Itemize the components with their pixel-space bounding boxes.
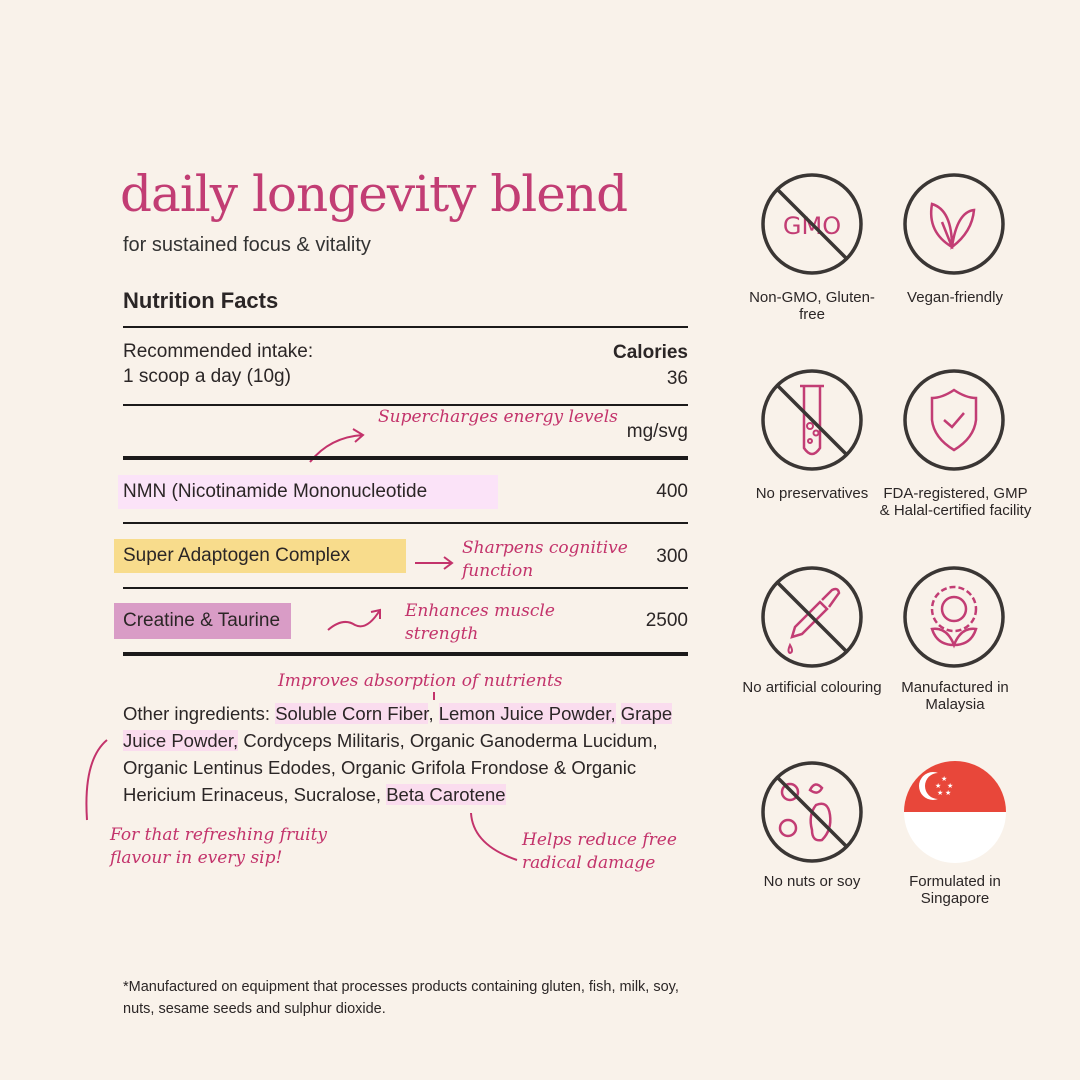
singapore-flag-icon: ★★ ★★ ★ [904, 761, 1006, 863]
ingredient-adaptogen: Super Adaptogen Complex [114, 539, 406, 573]
footnote: *Manufactured on equipment that processe… [123, 979, 679, 1017]
svg-text:★: ★ [947, 782, 953, 790]
no-test-tube-icon [761, 369, 863, 471]
ingredient-creatine: Creatine & Taurine [114, 603, 291, 639]
value-creatine: 2500 [645, 610, 688, 631]
tick-mark [433, 692, 435, 700]
divider [123, 326, 688, 328]
subtitle: for sustained focus & vitality [123, 234, 371, 256]
badge-label: Non-GMO, Gluten-free [749, 289, 875, 323]
note-radical: Helps reduce free radical damage [522, 830, 677, 873]
shield-check-icon [903, 369, 1005, 471]
value-nmn: 400 [656, 481, 688, 502]
separator: , [428, 703, 439, 724]
divider [123, 404, 688, 406]
no-dropper-icon [761, 566, 863, 668]
page-title: daily longevity blend [120, 165, 628, 223]
divider [123, 522, 688, 524]
ingredients-text: Cordyceps Militaris, Organic Ganoderma L… [123, 730, 658, 805]
highlight-lemon: Lemon Juice Powder, [438, 703, 616, 724]
svg-text:★: ★ [945, 789, 951, 797]
divider [123, 456, 688, 460]
calories-label: Calories [613, 342, 688, 363]
note-cognitive: Sharpens cognitive function [462, 538, 628, 581]
svg-text:★: ★ [941, 775, 947, 783]
ingredient-nmn: NMN (Nicotinamide Mononucleotide [118, 475, 498, 509]
intake-label: Recommended intake: [123, 341, 314, 362]
note-fruity: For that refreshing fruity flavour in ev… [110, 825, 328, 868]
gear-plant-icon [903, 566, 1005, 668]
intake-value: 1 scoop a day (10g) [123, 366, 291, 387]
leaf-icon [903, 173, 1005, 275]
svg-text:★: ★ [937, 789, 943, 797]
highlight-corn-fiber: Soluble Corn Fiber [275, 703, 429, 724]
other-ingredients: Other ingredients: Soluble Corn Fiber, L… [123, 700, 693, 808]
badge-label: Vegan-friendly [907, 289, 1003, 306]
nutrition-facts-heading: Nutrition Facts [123, 288, 279, 313]
highlight-beta-carotene: Beta Carotene [386, 784, 506, 805]
note-energy: Supercharges energy levels [378, 407, 618, 427]
badge-label: Manufactured in Malaysia [901, 679, 1009, 713]
curve-line-icon [85, 739, 108, 821]
no-nuts-icon [761, 761, 863, 863]
no-gmo-icon: GMO [761, 173, 863, 275]
divider [123, 587, 688, 589]
badge-label: FDA-registered, GMP & Halal-certified fa… [879, 485, 1032, 519]
value-adaptogen: 300 [656, 546, 688, 567]
badge-label: No artificial colouring [742, 679, 882, 696]
divider [123, 652, 688, 656]
arrow-icon [415, 556, 454, 570]
unit-label: mg/svg [626, 421, 688, 442]
ingredients-label: Other ingredients: [123, 703, 271, 724]
curve-line-icon [470, 812, 518, 861]
note-absorption: Improves absorption of nutrients [278, 671, 563, 691]
badge-label: No nuts or soy [763, 873, 861, 890]
badge-label: Formulated in Singapore [909, 873, 1001, 907]
badge-label: No preservatives [755, 485, 869, 502]
note-muscle: Enhances muscle strength [405, 601, 555, 644]
svg-text:★: ★ [935, 782, 941, 790]
arrow-icon [327, 608, 381, 631]
calories-value: 36 [666, 368, 688, 389]
